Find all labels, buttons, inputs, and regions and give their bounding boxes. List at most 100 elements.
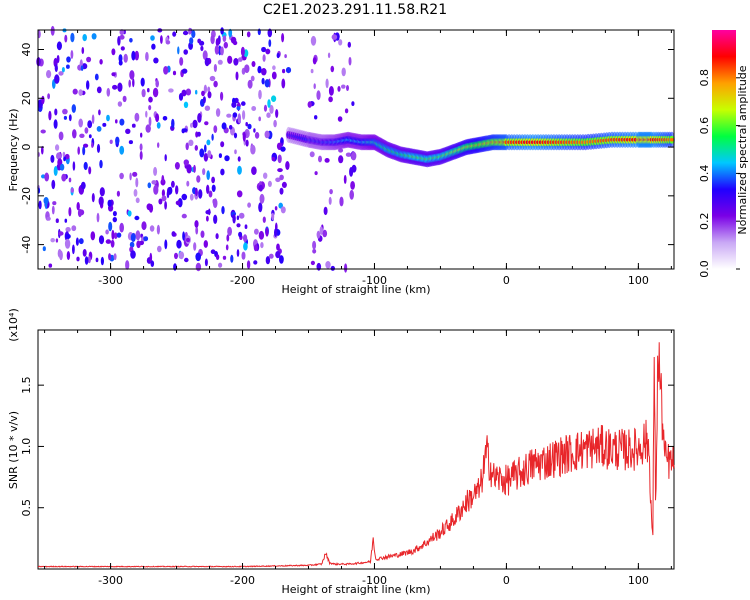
spectrogram-noise-cell	[38, 200, 42, 210]
spectrogram-noise-cell	[112, 211, 117, 217]
spectrogram-noise-cell	[232, 112, 238, 118]
spectrogram-noise-cell	[338, 155, 344, 164]
spectrogram-noise-cell	[51, 205, 55, 215]
spectrogram-noise-cell	[78, 89, 83, 96]
spectrogram-noise-cell	[128, 140, 133, 145]
spectrogram-noise-cell	[265, 48, 271, 55]
spectrogram-noise-cell	[72, 129, 77, 139]
spectrogram-noise-cell	[130, 233, 136, 242]
spectrogram-noise-cell	[82, 249, 87, 257]
spectrogram-noise-cell	[44, 172, 50, 182]
spectrogram-noise-cell	[54, 108, 58, 116]
spectrogram-noise-cell	[199, 148, 205, 158]
spectrogram-noise-cell	[258, 184, 263, 192]
spectrogram-noise-cell	[220, 46, 224, 56]
spectrogram-noise-cell	[206, 184, 210, 194]
spectrogram-noise-cell	[171, 118, 175, 129]
spectrogram-noise-cell	[263, 104, 268, 112]
spectrogram-noise-cell	[141, 221, 147, 231]
spectrogram-noise-cell	[222, 255, 227, 260]
spectrogram-noise-cell	[111, 48, 116, 56]
spectrogram-noise-cell	[218, 262, 223, 268]
spectrogram-noise-cell	[42, 246, 46, 252]
spectrogram-noise-cell	[91, 114, 95, 124]
spectrogram-noise-cell	[237, 113, 241, 124]
spectrogram-noise-cell	[200, 230, 205, 238]
spectrogram-noise-cell	[108, 221, 113, 232]
spectrogram-noise-cell	[280, 206, 286, 214]
spectrogram-noise-cell	[345, 152, 352, 157]
spectrogram-noise-cell	[117, 82, 123, 92]
spectrogram-noise-cell	[99, 187, 105, 197]
spectrogram-noise-cell	[193, 164, 196, 173]
spectrogram-noise-cell	[48, 110, 52, 121]
spectrogram-noise-cell	[201, 90, 205, 97]
spectrogram-noise-cell	[46, 70, 52, 79]
spectrogram-noise-cell	[210, 34, 215, 45]
spectrogram-noise-cell	[178, 251, 185, 260]
spectrogram-noise-cell	[72, 88, 78, 95]
spectrogram-noise-cell	[266, 112, 271, 118]
spectrogram-noise-cell	[83, 161, 88, 171]
spectrogram-noise-cell	[310, 260, 315, 266]
spectrogram-noise-cell	[70, 50, 74, 59]
spectrogram-noise-cell	[251, 106, 257, 111]
spectrogram-noise-cell	[206, 215, 209, 222]
spectrogram-noise-cell	[269, 104, 274, 114]
colorbar: 0.0 0.2 0.4 0.6 0.8 Normalized spectral ampl…	[698, 30, 749, 278]
spectrogram-noise-cell	[244, 224, 248, 229]
spectrogram-noise-cell	[55, 218, 59, 223]
spectrogram-noise-cell	[204, 121, 209, 126]
spectrogram-noise-cell	[276, 243, 280, 251]
spectrogram-noise-cell	[146, 203, 152, 211]
y-tick-label: -20	[20, 187, 33, 205]
spectrogram-noise-cell	[275, 177, 281, 183]
spectrogram-noise-cell	[168, 88, 174, 93]
spectrogram-noise-cell	[64, 34, 68, 43]
spectrogram-noise-cell	[207, 86, 211, 93]
spectrogram-noise-cell	[175, 185, 179, 195]
spectrogram-noise-cell	[82, 34, 87, 42]
spectrogram-noise-cell	[82, 146, 86, 156]
spectrogram-noise-cell	[325, 78, 329, 89]
spectrogram-noise-cell	[77, 146, 80, 155]
spectrogram-noise-cell	[135, 197, 140, 204]
spectrogram-noise-cell	[281, 33, 285, 43]
spectrogram-noise-cell	[174, 252, 178, 260]
spectrogram-noise-cell	[203, 240, 208, 248]
spectrogram-noise-cell	[119, 145, 125, 155]
spectrogram-noise-cell	[260, 242, 264, 249]
spectrogram-noise-cell	[127, 210, 132, 217]
spectrogram-noise-cell	[213, 80, 218, 88]
spectrogram-noise-cell	[186, 180, 190, 187]
spectrogram-noise-cell	[41, 174, 46, 179]
spectrogram-noise-cell	[245, 139, 249, 147]
spectrogram-noise-cell	[55, 238, 59, 243]
spectrogram-noise-cell	[245, 122, 248, 127]
spectrogram-noise-cell	[312, 57, 317, 65]
spectrogram-noise-cell	[164, 154, 167, 162]
spectrogram-noise-cell	[65, 233, 71, 239]
spectrogram-frame	[37, 29, 675, 270]
spectrogram-noise-cell	[99, 59, 103, 65]
spectrogram-noise-cell	[347, 41, 351, 48]
spectrogram-noise-cell	[61, 67, 65, 73]
spectrogram-noise-cell	[312, 240, 317, 250]
spectrogram-noise-cell	[78, 238, 84, 245]
spectrogram-noise-cell	[279, 255, 284, 264]
spectrogram-xlabel: Height of straight line (km)	[281, 283, 430, 296]
spectrogram-noise-cell	[179, 57, 184, 66]
spectrogram-noise-cell	[84, 127, 89, 134]
spectrogram-noise-cell	[254, 132, 260, 139]
spectrogram-noise-cell	[258, 89, 262, 100]
spectrogram-noise-cell	[236, 106, 241, 111]
spectrogram-noise-cell	[274, 228, 278, 237]
y-tick-label: 40	[20, 43, 33, 57]
spectrogram-noise-cell	[221, 206, 225, 215]
spectrogram-noise-cell	[183, 49, 188, 55]
spectrogram-noise-cell	[50, 25, 55, 36]
spectrogram-noise-cell	[68, 177, 72, 183]
spectrogram-noise-cell	[109, 139, 113, 144]
